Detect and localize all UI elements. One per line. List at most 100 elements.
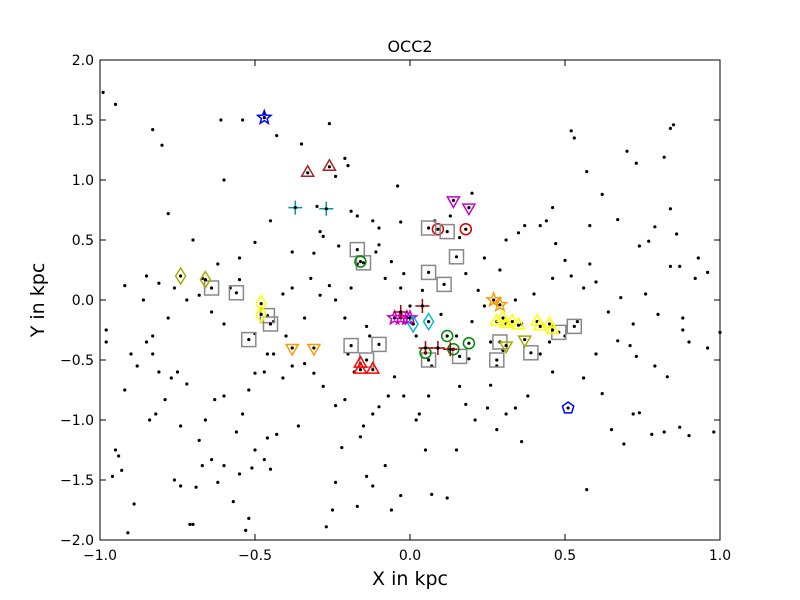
marker-center-dot [306, 171, 310, 175]
field-star-point [374, 250, 378, 254]
field-star-point [365, 324, 369, 328]
marker-center-dot [210, 286, 214, 290]
star-marker [491, 295, 509, 313]
field-star-point [247, 516, 251, 521]
diamond-marker [174, 266, 187, 286]
field-star-point [609, 428, 614, 432]
triangle-up-marker [300, 164, 316, 178]
field-star-point [160, 143, 164, 147]
marker-center-dot [442, 282, 446, 286]
field-star-point [154, 412, 158, 416]
marker-center-dot [179, 274, 183, 278]
marker-center-dot [427, 320, 431, 324]
field-star-point [318, 293, 322, 297]
marker-center-dot [498, 303, 502, 307]
field-star-point [634, 354, 638, 358]
y-tick-label: 0.5 [72, 233, 94, 249]
field-star-point [309, 276, 313, 280]
field-star-point [585, 488, 589, 492]
triangle-up-marker [511, 316, 526, 330]
marker-center-dot [290, 346, 294, 350]
x-tick-label: −1.0 [83, 548, 117, 564]
diamond-marker [422, 312, 435, 332]
triangle-up-marker [353, 361, 368, 374]
field-star-point [547, 340, 552, 344]
field-star-point [281, 376, 285, 380]
field-star-point [653, 364, 657, 368]
field-star-point [343, 156, 347, 160]
y-tick-label: −2.0 [60, 533, 94, 549]
marker-center-dot [436, 346, 440, 350]
pentagon-marker [561, 401, 575, 414]
field-star-point [148, 418, 152, 422]
field-star-point [110, 474, 114, 478]
field-star-point [334, 480, 338, 484]
field-star-point [383, 276, 387, 280]
field-star-point [330, 508, 335, 512]
marker-center-dot [355, 248, 359, 252]
field-star-point [185, 382, 189, 386]
field-star-point [144, 340, 149, 344]
field-star-point [231, 500, 235, 504]
square-marker [420, 352, 437, 368]
field-star-point [371, 412, 375, 416]
field-star-point [464, 272, 468, 276]
triangle-down-marker [517, 335, 533, 349]
field-star-point [262, 370, 266, 374]
marker-center-dot [420, 304, 424, 308]
field-star-point [662, 430, 666, 434]
field-star-point [377, 243, 381, 247]
field-star-point [355, 214, 359, 218]
field-star-point [569, 274, 573, 278]
field-star-point [237, 472, 242, 476]
field-star-point [104, 328, 108, 332]
field-star-point [113, 102, 118, 106]
y-tick-label: −1.0 [60, 413, 94, 429]
field-star-point [706, 346, 710, 350]
field-star-point [237, 256, 242, 260]
field-star-point [250, 466, 254, 470]
marker-center-dot [464, 227, 468, 231]
field-star-point [696, 256, 700, 260]
field-star-point [439, 312, 443, 316]
field-star-point [619, 296, 623, 300]
field-star-point [399, 494, 403, 498]
field-star-point [290, 364, 294, 368]
marker-center-dot [504, 344, 508, 348]
field-star-point [327, 122, 331, 126]
field-star-point [420, 288, 424, 292]
field-star-point [681, 328, 685, 332]
triangle-up-marker [504, 313, 520, 326]
field-star-point [101, 90, 105, 94]
marker-center-dot [349, 344, 353, 348]
star-marker [255, 108, 273, 125]
marker-center-dot [247, 338, 251, 342]
circle-marker [462, 336, 476, 350]
field-star-point [284, 334, 288, 338]
marker-center-dot [467, 206, 471, 210]
field-star-point [402, 394, 406, 398]
marker-center-dot [427, 270, 431, 274]
marker-center-dot [377, 342, 381, 346]
field-star-point [399, 286, 403, 290]
field-star-point [631, 412, 635, 416]
field-star-point [312, 251, 316, 255]
field-star-point [526, 394, 530, 398]
field-star-point [303, 316, 307, 320]
plus-marker [430, 341, 445, 355]
field-star-point [675, 232, 679, 236]
field-star-point [247, 388, 251, 392]
field-star-point [126, 531, 130, 535]
field-star-point [430, 492, 434, 496]
plus-marker [415, 299, 430, 313]
field-star-point [172, 286, 176, 290]
marker-center-dot [458, 354, 462, 358]
field-star-point [272, 352, 276, 356]
chart-title: OCC2 [387, 37, 432, 56]
square-marker [420, 220, 437, 236]
y-tick-label: 1.5 [72, 113, 94, 129]
x-tick-label: 0.5 [554, 548, 576, 564]
field-star-point [172, 478, 176, 482]
field-star-point [414, 334, 418, 338]
